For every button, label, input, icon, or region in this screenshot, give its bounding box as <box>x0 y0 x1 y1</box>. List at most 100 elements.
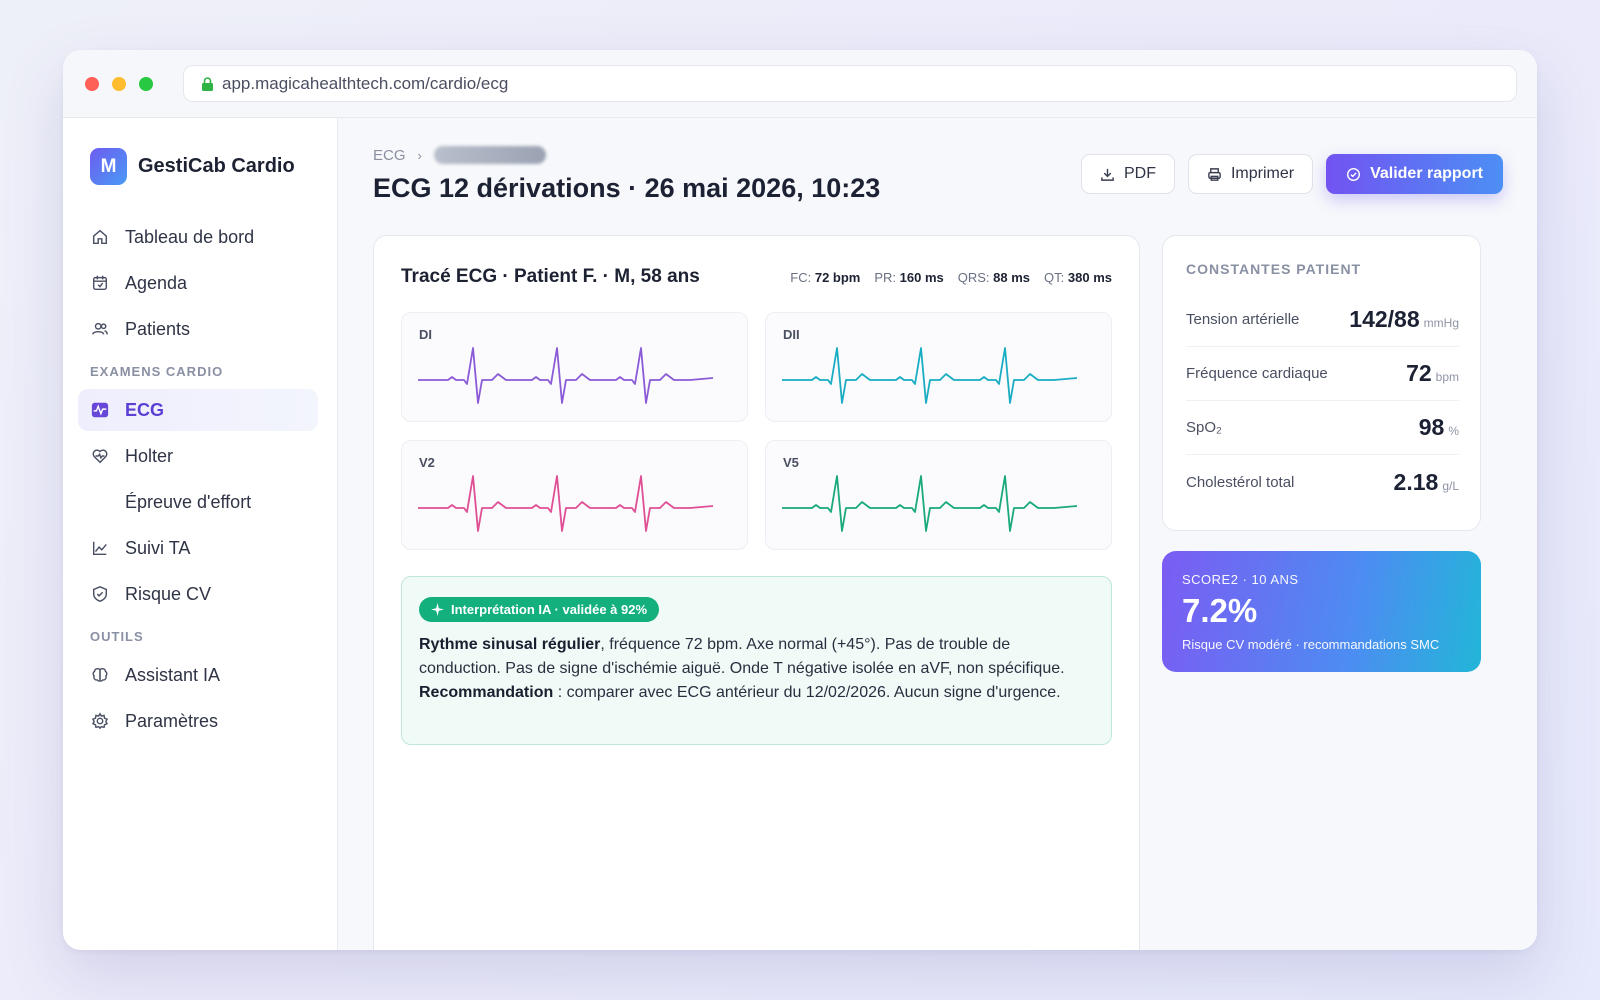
sidebar-item-label: Paramètres <box>125 710 219 731</box>
lead-panel-v2[interactable]: V2 <box>401 440 748 550</box>
calendar-icon <box>90 273 110 293</box>
minimize-window-button[interactable] <box>112 77 126 91</box>
lead-label: V2 <box>419 455 435 470</box>
address-bar[interactable]: app.magicahealthtech.com/cardio/ecg <box>183 65 1517 102</box>
header-actions: PDF Imprimer Valider rapport <box>1080 154 1503 194</box>
vitals-title: CONSTANTES PATIENT <box>1186 261 1362 277</box>
gear-icon <box>90 711 110 731</box>
metric-qt: QT: 380 ms <box>1044 270 1112 285</box>
section-heading-examens: EXAMENS CARDIO <box>90 364 224 379</box>
sidebar-item-agenda[interactable]: Agenda <box>78 262 318 304</box>
download-icon <box>1101 168 1114 181</box>
ai-validated-badge: Interprétation IA · validée à 92% <box>419 597 660 622</box>
pdf-button[interactable]: PDF <box>1080 154 1175 194</box>
breadcrumb-redacted-patient <box>433 146 546 164</box>
vital-label: Tension artérielle <box>1186 311 1300 328</box>
maximize-window-button[interactable] <box>139 77 153 91</box>
sidebar-item-risque-cv[interactable]: Risque CV <box>78 573 318 615</box>
users-icon <box>90 319 110 339</box>
metric-pr: PR: 160 ms <box>874 270 944 285</box>
line-chart-icon <box>90 538 110 558</box>
breadcrumb: ECG › <box>373 146 546 164</box>
print-button-label: Imprimer <box>1230 165 1295 182</box>
ecg-metrics: FC: 72 bpm PR: 160 ms QRS: 88 ms QT: 380… <box>790 270 1112 285</box>
vital-label: Cholestérol total <box>1186 473 1295 491</box>
sidebar-item-ecg[interactable]: ECG <box>78 389 318 431</box>
brand-name: GestiCab Cardio <box>138 155 295 177</box>
sidebar-item-suivi-ta[interactable]: Suivi TA <box>78 527 318 569</box>
vital-value: 2.18 g/L <box>1393 468 1459 495</box>
sidebar-item-epreuve-effort[interactable]: Épreuve d'effort <box>78 481 318 523</box>
sidebar-item-label: Risque CV <box>125 583 212 604</box>
vital-row-blood-pressure: Tension artérielle 142/88 mmHg <box>1186 293 1459 347</box>
home-icon <box>90 227 110 247</box>
score2-label: SCORE2 · 10 ANS <box>1182 572 1299 587</box>
validate-report-label: Valider rapport <box>1370 165 1483 182</box>
check-circle-icon <box>1347 167 1361 181</box>
ai-interpretation-text: Rythme sinusal régulier, fréquence 72 bp… <box>419 636 1065 701</box>
ecg-card-title: Tracé ECG · Patient F. · M, 58 ans <box>401 266 700 287</box>
lead-panel-dii[interactable]: DII <box>765 312 1112 422</box>
brand[interactable]: M GestiCab Cardio <box>90 148 295 185</box>
page-title: ECG 12 dérivations · 26 mai 2026, 10:23 <box>373 173 881 203</box>
brand-logo: M <box>90 148 127 185</box>
ecg-trace-line <box>418 347 714 404</box>
score2-card[interactable]: SCORE2 · 10 ANS 7.2% Risque CV modéré · … <box>1162 551 1481 672</box>
vital-label: Fréquence cardiaque <box>1186 365 1328 382</box>
ai-interpretation-box: Interprétation IA · validée à 92% Rythme… <box>401 576 1112 745</box>
sidebar-item-label: Épreuve d'effort <box>125 491 252 512</box>
lead-label: DI <box>419 327 432 342</box>
validate-report-button[interactable]: Valider rapport <box>1326 154 1503 194</box>
vital-row-cholesterol: Cholestérol total 2.18 g/L <box>1186 455 1459 509</box>
sidebar: M GestiCab Cardio Tableau de bord Agenda <box>63 118 338 950</box>
score2-subtitle: Risque CV modéré · recommandations SMC <box>1182 637 1440 652</box>
sidebar-item-label: ECG <box>125 399 165 420</box>
printer-icon <box>1208 167 1221 181</box>
sparkle-icon <box>431 603 444 616</box>
ecg-waveform <box>782 347 1078 404</box>
sidebar-item-label: Patients <box>125 318 191 339</box>
lead-panel-di[interactable]: DI <box>401 312 748 422</box>
ai-badge-label: Interprétation IA · validée à 92% <box>451 602 648 617</box>
metric-qrs: QRS: 88 ms <box>957 270 1031 285</box>
pdf-button-label: PDF <box>1123 165 1156 182</box>
ecg-waveform <box>418 475 714 532</box>
ecg-trace-line <box>418 475 714 532</box>
sidebar-item-label: Tableau de bord <box>125 226 255 247</box>
ecg-waveform <box>418 347 714 404</box>
ecg-trace-line <box>782 347 1078 404</box>
sidebar-item-assistant-ia[interactable]: Assistant IA <box>78 654 318 696</box>
ecg-trace-card: Tracé ECG · Patient F. · M, 58 ans FC: 7… <box>373 235 1140 950</box>
vital-label: SpO₂ <box>1186 419 1222 436</box>
sidebar-item-holter[interactable]: Holter <box>78 435 318 477</box>
print-button[interactable]: Imprimer <box>1187 154 1314 194</box>
browser-titlebar: app.magicahealthtech.com/cardio/ecg <box>63 50 1537 118</box>
sidebar-item-tableau-de-bord[interactable]: Tableau de bord <box>78 216 318 258</box>
vital-value: 98% <box>1418 414 1459 440</box>
ecg-trace-line <box>782 475 1078 532</box>
url-text: app.magicahealthtech.com/cardio/ecg <box>222 73 509 93</box>
sidebar-item-patients[interactable]: Patients <box>78 308 318 350</box>
vital-value: 72 bpm <box>1406 360 1459 386</box>
lead-label: V5 <box>783 455 799 470</box>
browser-window: app.magicahealthtech.com/cardio/ecg M Ge… <box>63 50 1537 950</box>
vital-value: 142/88 mmHg <box>1349 306 1459 332</box>
close-window-button[interactable] <box>85 77 99 91</box>
sidebar-item-parametres[interactable]: Paramètres <box>78 700 318 742</box>
vital-row-heart-rate: Fréquence cardiaque 72 bpm <box>1186 347 1459 401</box>
main-content: ECG › ECG 12 dérivations · 26 mai 2026, … <box>338 118 1537 950</box>
patient-vitals-card: CONSTANTES PATIENT Tension artérielle 14… <box>1162 235 1481 531</box>
chevron-right-icon: › <box>417 147 422 163</box>
brain-icon <box>90 665 110 685</box>
lock-icon <box>202 76 213 91</box>
sidebar-item-label: Suivi TA <box>125 537 191 558</box>
shield-check-icon <box>90 584 110 604</box>
score2-value: 7.2% <box>1182 592 1258 629</box>
sidebar-item-label: Agenda <box>125 272 188 293</box>
breadcrumb-root[interactable]: ECG <box>373 146 406 164</box>
sidebar-item-label: Assistant IA <box>125 664 221 685</box>
lead-panel-v5[interactable]: V5 <box>765 440 1112 550</box>
ecg-waveform <box>782 475 1078 532</box>
section-heading-outils: OUTILS <box>90 629 144 644</box>
lead-label: DII <box>783 327 800 342</box>
